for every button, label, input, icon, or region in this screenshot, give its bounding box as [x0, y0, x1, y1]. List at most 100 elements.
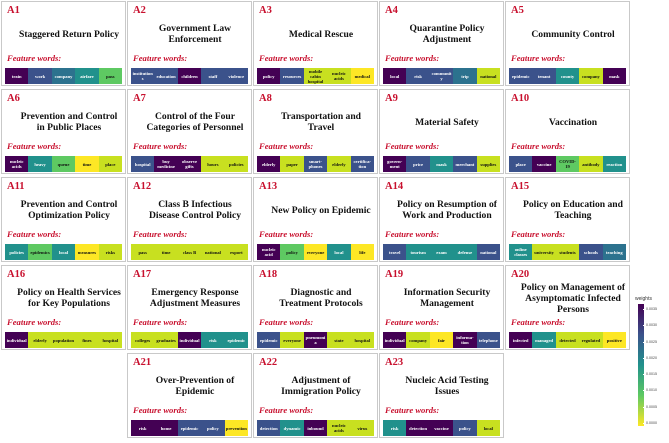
- legend-tick-mark: [643, 390, 646, 392]
- card-code: A20: [511, 269, 530, 280]
- feature-word-cell: policy: [453, 420, 477, 436]
- policy-card-a22: A22 Adjustment of Immigration Policy Featu…: [253, 353, 378, 438]
- policy-card-a5: A5 Community Control Feature words: epidemi…: [505, 1, 630, 86]
- feature-word-cell: university: [532, 244, 556, 260]
- feature-word-cell: elderly: [257, 156, 281, 172]
- feature-word-cell: medical: [350, 68, 375, 84]
- feature-word-cell: population: [51, 332, 76, 348]
- card-code: A14: [385, 181, 404, 192]
- feature-word-cell: place: [509, 156, 533, 172]
- card-title: Control of the Four Categories of Person…: [146, 111, 244, 133]
- feature-words-label: Feature words:: [133, 229, 188, 239]
- card-title: Medical Rescue: [288, 28, 354, 40]
- feature-word-cell: fair: [429, 332, 454, 348]
- policy-card-a3: A3 Medical Rescue Feature words: policy reso…: [253, 1, 378, 86]
- feature-word-cell: detection: [406, 420, 430, 436]
- feature-words-label: Feature words:: [259, 141, 314, 151]
- feature-word-cell: class B: [177, 244, 202, 260]
- policy-card-a11: A11 Prevention and Control Optimization P…: [1, 177, 126, 262]
- card-title: Adjustment of Immigration Policy: [281, 375, 361, 397]
- feature-word-cell: violence: [224, 68, 249, 84]
- legend-tick-label: 0.0010: [646, 388, 657, 393]
- feature-word-cell: certifica-tion: [350, 156, 375, 172]
- feature-words-label: Feature words:: [7, 53, 62, 63]
- feature-word-cell: elderly: [327, 156, 351, 172]
- feature-word-cell: regulated: [579, 332, 603, 348]
- feature-word-cell: graduates: [154, 332, 178, 348]
- card-code: A8: [259, 93, 272, 104]
- feature-word-cell: risk: [406, 68, 430, 84]
- card-title: Diagnostic and Treatment Protocols: [279, 287, 363, 309]
- feature-word-cell: epidemic: [224, 332, 249, 348]
- feature-word-cell: COVID-19: [555, 156, 580, 172]
- card-code: A6: [7, 93, 20, 104]
- feature-word-cell: detection: [257, 420, 281, 436]
- feature-word-cell: measures: [75, 244, 99, 260]
- feature-word-cell: teaching: [602, 244, 627, 260]
- feature-word-cell: epidemic: [509, 68, 533, 84]
- feature-word-cell: epidemic: [177, 420, 202, 436]
- feature-word-cell: managed: [532, 332, 556, 348]
- legend-tick-label: 0.0015: [646, 372, 657, 377]
- policy-card-a7: A7 Control of the Four Categories of Pers…: [127, 89, 252, 174]
- legend-tick-mark: [643, 325, 646, 327]
- feature-word-cell: students: [555, 244, 580, 260]
- card-title: Quarantine Policy Adjustment: [409, 23, 485, 45]
- feature-words-bar: risk detection vaccine policy local: [383, 420, 501, 436]
- feature-word-cell: epidemic: [257, 332, 281, 348]
- card-code: A2: [133, 5, 146, 16]
- feature-word-cell: national: [476, 68, 501, 84]
- feature-words-label: Feature words:: [7, 317, 62, 327]
- card-title: Vaccination: [548, 116, 598, 128]
- feature-word-cell: antibody: [579, 156, 603, 172]
- feature-words-label: Feature words:: [259, 53, 314, 63]
- policy-card-a9: A9 Material Safety Feature words: govern-me…: [379, 89, 504, 174]
- policy-card-a2: A2 Government Law Enforcement Feature word…: [127, 1, 252, 86]
- feature-word-cell: individual: [5, 332, 29, 348]
- feature-word-cell: local: [383, 68, 407, 84]
- card-title: Staggered Return Policy: [18, 28, 119, 40]
- feature-words-bar: online classes university students schools t…: [509, 244, 627, 260]
- card-code: A10: [511, 93, 530, 104]
- card-code: A4: [385, 5, 398, 16]
- feature-word-cell: state: [327, 332, 351, 348]
- policy-card-a4: A4 Quarantine Policy Adjustment Feature wo…: [379, 1, 504, 86]
- feature-word-cell: hours: [201, 156, 225, 172]
- feature-word-cell: merchant: [453, 156, 477, 172]
- feature-word-cell: fines: [75, 332, 99, 348]
- policy-card-a1: A1 Staggered Return Policy Feature words: t…: [1, 1, 126, 86]
- card-title: Policy on Education and Teaching: [523, 199, 623, 221]
- feature-word-cell: life: [350, 244, 375, 260]
- feature-word-cell: export: [224, 244, 249, 260]
- legend-tick-label: 0.0025: [646, 339, 657, 344]
- feature-words-bar: institutions education children staff violen…: [131, 68, 249, 84]
- feature-words-bar: epidemic tenant county company mask: [509, 68, 627, 84]
- feature-word-cell: policy: [201, 420, 225, 436]
- feature-word-cell: risk: [383, 420, 407, 436]
- card-code: A18: [259, 269, 278, 280]
- policy-card-a23: A23 Nucleic Acid Testing Issues Feature wo…: [379, 353, 504, 438]
- feature-word-cell: train: [5, 68, 29, 84]
- feature-words-bar: local risk community trip national: [383, 68, 501, 84]
- feature-words-label: Feature words:: [133, 405, 188, 415]
- feature-word-cell: time: [75, 156, 99, 172]
- legend-tick-mark: [643, 357, 646, 359]
- feature-words-bar: elderly paper smart-phones elderly certifica…: [257, 156, 375, 172]
- feature-word-cell: queue: [51, 156, 76, 172]
- feature-word-cell: place: [98, 156, 123, 172]
- card-title: Prevention and Control in Public Places: [20, 111, 118, 133]
- feature-words-label: Feature words:: [511, 53, 566, 63]
- feature-word-cell: hospital: [350, 332, 375, 348]
- feature-word-cell: paper: [280, 156, 304, 172]
- feature-word-cell: pneumonia: [303, 332, 328, 348]
- card-title: Policy on Resumption of Work and Product…: [397, 199, 497, 221]
- card-title: Information Security Management: [403, 287, 491, 309]
- feature-word-cell: online classes: [509, 244, 533, 260]
- feature-word-cell: heavy: [28, 156, 52, 172]
- policy-card-a20: A20 Policy on Management of Asymptomatic …: [505, 265, 630, 350]
- card-title: Government Law Enforcement: [158, 23, 232, 45]
- feature-word-cell: epidemics: [28, 244, 52, 260]
- feature-words-label: Feature words:: [385, 229, 440, 239]
- card-code: A17: [133, 269, 152, 280]
- feature-word-cell: policies: [5, 244, 29, 260]
